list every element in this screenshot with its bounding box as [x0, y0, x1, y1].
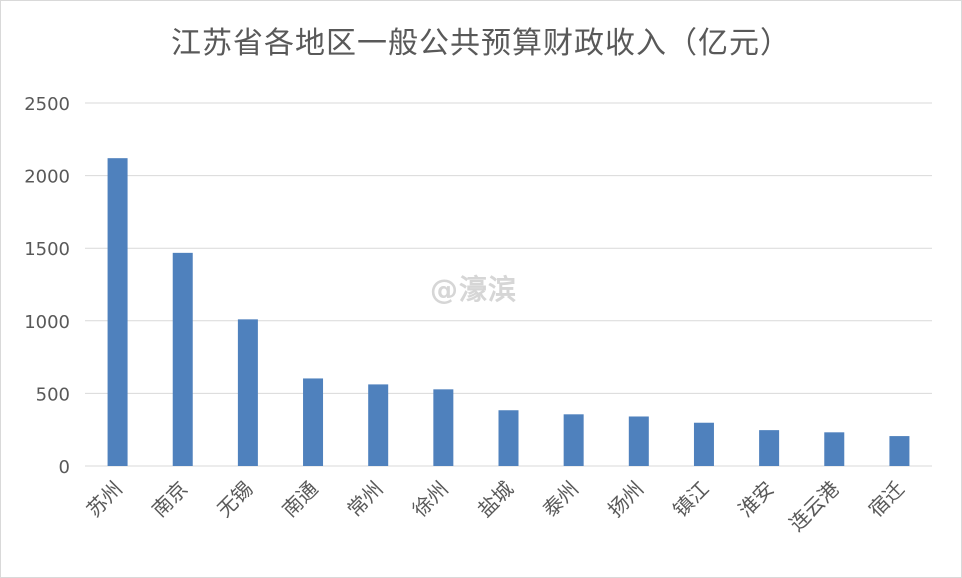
x-tick-label: 苏州 — [82, 477, 127, 522]
x-tick-label: 南京 — [147, 477, 192, 522]
x-tick-label: 无锡 — [212, 477, 257, 522]
bar — [303, 378, 324, 466]
bar — [237, 319, 258, 466]
bar — [759, 430, 780, 466]
x-tick-label: 扬州 — [603, 477, 648, 522]
watermark: @濠滨 — [430, 273, 518, 306]
x-tick-label: 泰州 — [538, 477, 583, 522]
x-tick-label: 宿迁 — [864, 477, 909, 522]
y-axis-ticks: 0 500 1000 1500 2000 2500 — [24, 94, 70, 478]
y-tick-label: 2500 — [24, 94, 70, 115]
y-tick-label: 2000 — [24, 167, 70, 188]
x-axis-ticks: 苏州 南京 无锡 南通 常州 徐州 盐城 泰州 扬州 镇江 淮安 连云港 宿迁 — [82, 477, 909, 536]
grid-lines — [85, 102, 932, 467]
bar — [107, 158, 128, 466]
x-tick-label: 徐州 — [408, 477, 453, 522]
y-tick-label: 1000 — [24, 312, 70, 333]
x-tick-label: 连云港 — [784, 477, 843, 536]
x-tick-label: 南通 — [277, 477, 322, 522]
y-tick-label: 500 — [36, 384, 70, 405]
x-tick-label: 常州 — [342, 477, 387, 522]
bar — [628, 416, 649, 466]
y-tick-label: 0 — [59, 457, 70, 478]
bar — [368, 384, 389, 466]
x-tick-label: 镇江 — [668, 477, 713, 522]
bar — [433, 389, 454, 466]
bars — [107, 158, 910, 466]
bar — [693, 422, 714, 466]
bar — [824, 432, 845, 466]
bar — [889, 436, 910, 466]
x-tick-label: 淮安 — [733, 477, 778, 522]
bar — [172, 252, 193, 466]
y-tick-label: 1500 — [24, 239, 70, 260]
chart-title: 江苏省各地区一般公共预算财政收入（亿元） — [171, 26, 791, 61]
bar — [563, 414, 584, 466]
x-tick-label: 盐城 — [473, 477, 518, 522]
bar — [498, 410, 519, 466]
